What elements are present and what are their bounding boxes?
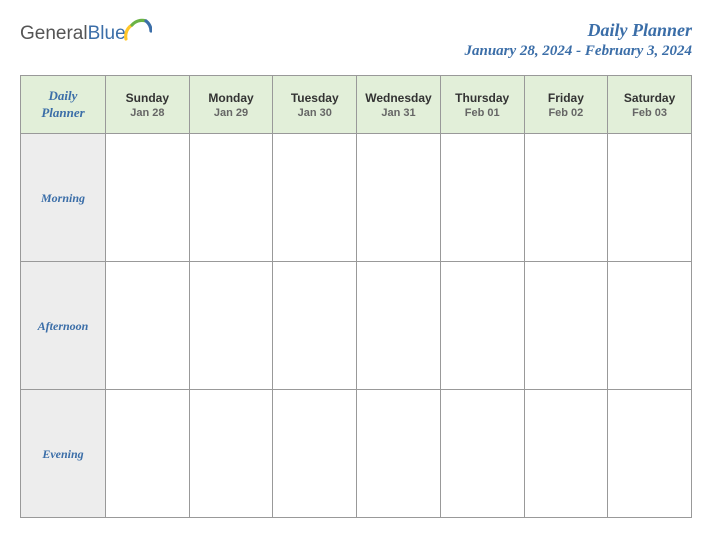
day-date: Feb 03 [608, 107, 691, 119]
corner-label-line1: Daily [49, 88, 78, 103]
cell[interactable] [608, 390, 692, 518]
day-date: Feb 01 [441, 107, 524, 119]
day-head-monday: Monday Jan 29 [189, 76, 273, 134]
day-name: Saturday [608, 91, 691, 105]
cell[interactable] [440, 390, 524, 518]
cell[interactable] [524, 262, 608, 390]
day-name: Thursday [441, 91, 524, 105]
period-label-afternoon: Afternoon [21, 262, 106, 390]
cell[interactable] [106, 134, 190, 262]
day-date: Jan 30 [273, 107, 356, 119]
day-head-tuesday: Tuesday Jan 30 [273, 76, 357, 134]
period-text: Afternoon [38, 319, 89, 333]
logo-text-blue: Blue [88, 23, 126, 44]
cell[interactable] [273, 134, 357, 262]
day-head-sunday: Sunday Jan 28 [106, 76, 190, 134]
day-head-wednesday: Wednesday Jan 31 [357, 76, 441, 134]
cell[interactable] [106, 390, 190, 518]
cell[interactable] [357, 134, 441, 262]
title-block: Daily Planner January 28, 2024 - Februar… [464, 20, 692, 60]
cell[interactable] [106, 262, 190, 390]
cell[interactable] [273, 262, 357, 390]
cell[interactable] [189, 390, 273, 518]
period-label-morning: Morning [21, 134, 106, 262]
cell[interactable] [608, 134, 692, 262]
day-name: Wednesday [357, 91, 440, 105]
cell[interactable] [440, 134, 524, 262]
period-label-evening: Evening [21, 390, 106, 518]
row-evening: Evening [21, 390, 692, 518]
day-date: Feb 02 [525, 107, 608, 119]
cell[interactable] [524, 390, 608, 518]
cell[interactable] [524, 134, 608, 262]
day-name: Monday [190, 91, 273, 105]
period-text: Evening [42, 447, 83, 461]
logo-text-general: General [20, 23, 88, 44]
period-text: Morning [41, 191, 85, 205]
cell[interactable] [189, 134, 273, 262]
day-head-friday: Friday Feb 02 [524, 76, 608, 134]
cell[interactable] [273, 390, 357, 518]
cell[interactable] [608, 262, 692, 390]
day-name: Sunday [106, 91, 189, 105]
day-name: Tuesday [273, 91, 356, 105]
planner-table: Daily Planner Sunday Jan 28 Monday Jan 2… [20, 75, 692, 518]
logo-arc-icon [124, 17, 152, 45]
day-date: Jan 29 [190, 107, 273, 119]
date-range: January 28, 2024 - February 3, 2024 [464, 43, 692, 60]
corner-cell: Daily Planner [21, 76, 106, 134]
day-date: Jan 28 [106, 107, 189, 119]
cell[interactable] [189, 262, 273, 390]
header-row: Daily Planner Sunday Jan 28 Monday Jan 2… [21, 76, 692, 134]
day-name: Friday [525, 91, 608, 105]
day-head-thursday: Thursday Feb 01 [440, 76, 524, 134]
row-morning: Morning [21, 134, 692, 262]
page-title: Daily Planner [464, 20, 692, 41]
cell[interactable] [357, 262, 441, 390]
corner-label-line2: Planner [41, 105, 84, 120]
cell[interactable] [357, 390, 441, 518]
day-head-saturday: Saturday Feb 03 [608, 76, 692, 134]
row-afternoon: Afternoon [21, 262, 692, 390]
logo: GeneralBlue [20, 20, 156, 48]
cell[interactable] [440, 262, 524, 390]
day-date: Jan 31 [357, 107, 440, 119]
